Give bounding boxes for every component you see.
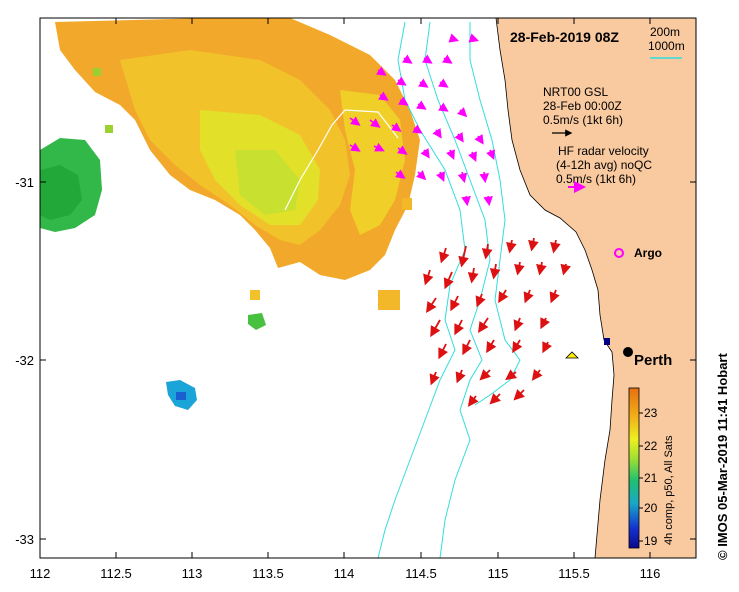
argo-float-marker — [614, 248, 624, 258]
hf-radar-vectors — [349, 33, 495, 207]
plot-frame — [39, 17, 697, 559]
land-mass — [495, 18, 696, 558]
nrt-legend-line1: NRT00 GSL — [543, 85, 608, 99]
hf-legend-line1: HF radar velocity — [558, 144, 649, 158]
sst-colorbar: 19 20 21 22 23 4h comp, p50, All Sats — [628, 387, 675, 549]
x-tick-label: 115 — [488, 566, 509, 581]
x-tick-label: 116 — [640, 566, 661, 581]
x-tick-label: 114 — [334, 566, 355, 581]
x-tick-label: 112.5 — [100, 566, 132, 581]
colorbar-label: 4h comp, p50, All Sats — [663, 435, 675, 545]
y-tick-label: -31 — [15, 175, 34, 190]
hf-legend-line2: (4-12h avg) noQC — [556, 158, 652, 172]
x-tick-label: 113.5 — [252, 566, 284, 581]
perth-label: Perth — [634, 352, 672, 369]
map-title: 28-Feb-2019 08Z — [510, 29, 619, 45]
x-tick-label: 114.5 — [405, 566, 437, 581]
radar-site-icon — [565, 351, 579, 359]
colorbar-tick: 20 — [644, 501, 658, 515]
y-axis-labels: -31 -32 -33 — [15, 175, 34, 547]
nrt-legend-line2: 28-Feb 00:00Z — [543, 99, 622, 113]
x-tick-label: 113 — [182, 566, 203, 581]
hf-legend: HF radar velocity (4-12h avg) noQC 0.5m/… — [556, 144, 652, 193]
credit-text: © IMOS 05-Mar-2019 11:41 Hobart — [715, 353, 730, 560]
colorbar-tick: 23 — [644, 406, 658, 420]
y-tick-label: -32 — [15, 353, 34, 368]
contour-legend-line2: 1000m — [648, 39, 685, 53]
nrt-legend: NRT00 GSL 28-Feb 00:00Z 0.5m/s (1kt 6h) — [543, 85, 623, 137]
radar-vectors — [423, 237, 571, 407]
x-tick-label: 115.5 — [558, 566, 590, 581]
axis-ticks — [39, 18, 696, 558]
colorbar-gradient — [628, 387, 640, 549]
y-tick-label: -33 — [15, 532, 34, 547]
argo-label: Argo — [634, 246, 662, 260]
x-tick-label: 112 — [30, 566, 51, 581]
contour-legend-line1: 200m — [650, 25, 680, 39]
hf-legend-line3: 0.5m/s (1kt 6h) — [556, 172, 636, 186]
colorbar-tick: 22 — [644, 439, 658, 453]
station-marker — [604, 338, 610, 345]
contour-legend: 200m 1000m — [648, 25, 685, 59]
green-blob — [248, 313, 266, 330]
colorbar-tick: 19 — [644, 534, 658, 548]
perth-marker — [623, 347, 633, 357]
colorbar-tick: 21 — [644, 471, 658, 485]
nrt-legend-line3: 0.5m/s (1kt 6h) — [543, 113, 623, 127]
x-axis-labels: 112 112.5 113 113.5 114 114.5 115 115.5 … — [30, 566, 661, 581]
front-contour — [284, 109, 399, 211]
